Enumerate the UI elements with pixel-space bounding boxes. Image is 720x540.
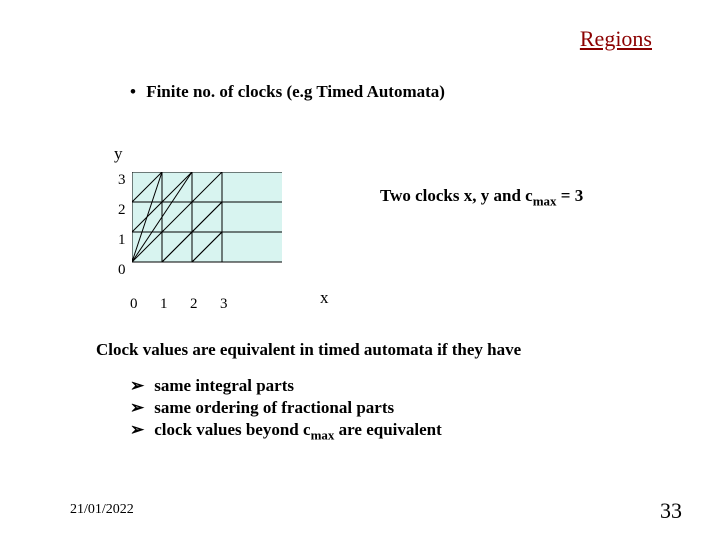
arrow-icon: ➢ xyxy=(130,420,150,440)
y-tick-1: 1 xyxy=(118,232,126,249)
footer-date: 21/01/2022 xyxy=(70,502,134,518)
bullet-dot-icon: • xyxy=(130,82,136,102)
list-item: ➢ same ordering of fractional parts xyxy=(130,398,442,418)
slide-title: Regions xyxy=(580,26,652,52)
y-axis-label: y xyxy=(114,144,123,164)
bullet-line: • Finite no. of clocks (e.g Timed Automa… xyxy=(130,82,445,102)
y-tick-2: 2 xyxy=(118,202,126,219)
list-item-text-suffix: are equivalent xyxy=(334,420,441,439)
x-tick-3: 3 xyxy=(220,296,228,313)
bullet-text: Finite no. of clocks (e.g Timed Automata… xyxy=(146,82,445,101)
caption-prefix: Two clocks x, y and c xyxy=(380,186,533,205)
x-tick-0: 0 xyxy=(130,296,138,313)
caption-suffix: = 3 xyxy=(557,186,584,205)
equivalence-list: ➢ same integral parts ➢ same ordering of… xyxy=(130,376,442,445)
list-item-text-prefix: clock values beyond c xyxy=(154,420,310,439)
list-item-text-sub: max xyxy=(311,427,335,442)
x-tick-2: 2 xyxy=(190,296,198,313)
arrow-icon: ➢ xyxy=(130,376,150,396)
list-item: ➢ clock values beyond cmax are equivalen… xyxy=(130,420,442,443)
equivalence-intro: Clock values are equivalent in timed aut… xyxy=(96,340,521,360)
x-tick-1: 1 xyxy=(160,296,168,313)
list-item-text: same integral parts xyxy=(154,376,294,395)
x-axis-label: x xyxy=(320,288,329,308)
list-item-text: same ordering of fractional parts xyxy=(154,398,394,417)
arrow-icon: ➢ xyxy=(130,398,150,418)
page-number: 33 xyxy=(660,498,682,524)
list-item: ➢ same integral parts xyxy=(130,376,442,396)
y-tick-3: 3 xyxy=(118,172,126,189)
chart-caption: Two clocks x, y and cmax = 3 xyxy=(380,186,583,209)
grid-svg xyxy=(132,172,292,296)
y-tick-0: 0 xyxy=(118,262,126,279)
caption-sub: max xyxy=(533,193,557,208)
